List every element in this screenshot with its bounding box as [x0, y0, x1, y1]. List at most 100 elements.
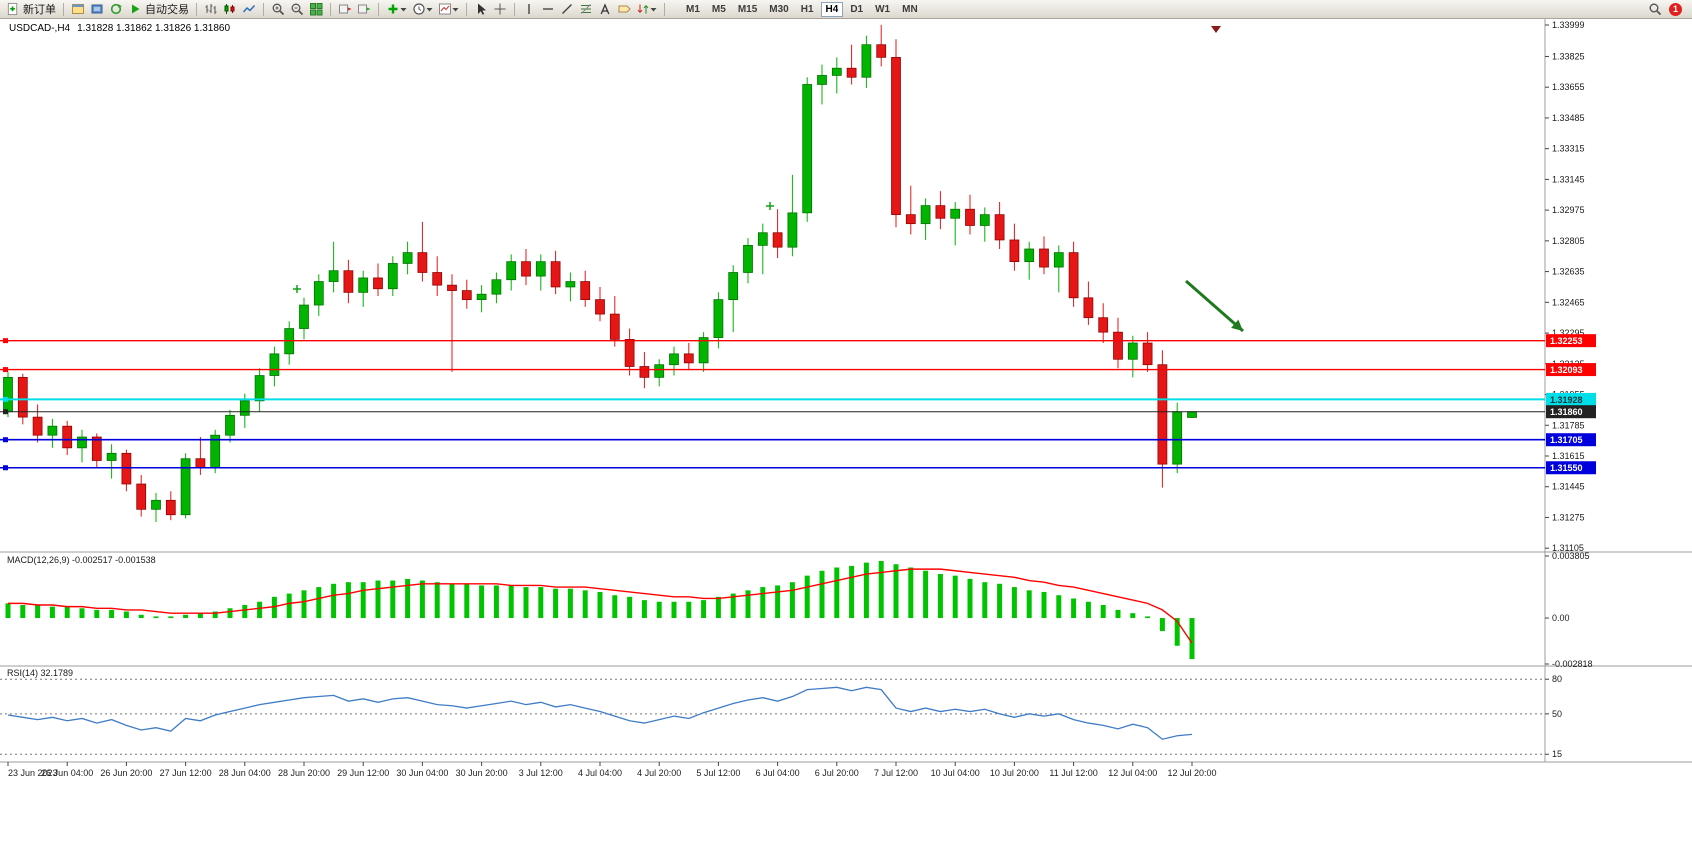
macd-bar	[686, 601, 692, 619]
new-order-button[interactable]: 新订单	[4, 1, 58, 18]
candlestick-chart-button[interactable]	[221, 1, 239, 18]
macd-bar	[197, 613, 203, 619]
svg-text:4 Jul 20:00: 4 Jul 20:00	[637, 768, 681, 778]
macd-bar	[1174, 618, 1180, 646]
line-handle[interactable]	[3, 437, 8, 443]
macd-bar	[434, 582, 440, 619]
new-chart-button[interactable]	[69, 1, 87, 18]
candle	[728, 265, 739, 333]
svg-text:1.31105: 1.31105	[1552, 543, 1584, 553]
macd-bar	[745, 590, 751, 619]
timeframe-button-m15[interactable]: M15	[737, 3, 758, 15]
auto-trading-button[interactable]: 自动交易	[126, 1, 191, 18]
notification-badge[interactable]: 1	[1669, 2, 1682, 16]
line-handle[interactable]	[3, 396, 8, 402]
candle	[210, 429, 221, 474]
timeframe-button-h1[interactable]: H1	[800, 3, 814, 15]
new-order-label: 新订单	[23, 4, 56, 16]
horizontal-line-object[interactable]: 1.32093	[0, 363, 1596, 377]
macd-bar	[582, 590, 588, 619]
refresh-button[interactable]	[107, 1, 125, 18]
search-icon[interactable]	[1648, 2, 1662, 16]
timeframe-button-w1[interactable]: W1	[875, 3, 891, 15]
auto-scroll-button[interactable]	[355, 1, 373, 18]
timeframe-button-h4[interactable]: H4	[820, 1, 844, 17]
horizontal-line-object[interactable]: 1.31928	[0, 392, 1596, 406]
bar-chart-button[interactable]	[202, 1, 220, 18]
candle	[358, 270, 369, 307]
price-tag	[1546, 392, 1596, 406]
candle-series	[3, 24, 1197, 522]
plus-marker[interactable]	[766, 202, 774, 210]
candle	[654, 359, 665, 387]
candle	[876, 24, 887, 67]
svg-text:0.00: 0.00	[1552, 613, 1570, 623]
indicators-button[interactable]	[384, 1, 409, 18]
cursor-icon	[478, 3, 486, 15]
tile-windows-button[interactable]	[307, 1, 325, 18]
horizontal-line-object[interactable]: 1.31550	[0, 461, 1596, 475]
svg-text:12 Jul 04:00: 12 Jul 04:00	[1108, 768, 1157, 778]
price-tag-label: 1.32093	[1550, 365, 1583, 375]
macd-bar	[730, 593, 736, 619]
chart-shift-button[interactable]	[336, 1, 354, 18]
timeframe-button-d1[interactable]: D1	[850, 3, 864, 15]
down-arrow-marker[interactable]	[1211, 26, 1221, 33]
line-chart-button[interactable]	[240, 1, 258, 18]
candle	[698, 332, 709, 372]
price-tag-label: 1.31860	[1550, 407, 1583, 417]
svg-text:1.32295: 1.32295	[1552, 328, 1585, 338]
candlestick-chart-icon	[224, 4, 235, 14]
candle	[772, 209, 783, 259]
zoom-out-button[interactable]	[288, 1, 306, 18]
timeframe-button-m1[interactable]: M1	[686, 3, 700, 15]
horizontal-line-object[interactable]: 1.32253	[0, 334, 1596, 348]
fibonacci-tool-button[interactable]	[577, 1, 595, 18]
svg-text:10 Jul 20:00: 10 Jul 20:00	[990, 768, 1039, 778]
line-handle[interactable]	[3, 465, 8, 471]
arrows-tool-button[interactable]	[634, 1, 659, 18]
timeframe-button-m30[interactable]: M30	[769, 3, 789, 15]
text-tool-button[interactable]	[596, 1, 614, 18]
macd-bar	[64, 606, 70, 619]
new-chart-icon	[72, 4, 84, 14]
macd-bar	[242, 605, 248, 619]
svg-text:1.31445: 1.31445	[1552, 482, 1585, 492]
timeframe-button-m5[interactable]: M5	[711, 3, 726, 15]
horizontal-line-tool-button[interactable]	[539, 1, 557, 18]
periods-dropdown-icon	[426, 8, 433, 12]
candle	[743, 238, 753, 284]
toolbar: 新订单 自动交易	[0, 0, 1692, 19]
line-handle[interactable]	[3, 367, 8, 373]
macd-bar	[390, 580, 396, 619]
cursor-button[interactable]	[472, 1, 490, 18]
horizontal-line-object[interactable]: 1.31860	[0, 405, 1596, 419]
trendline-tool-button[interactable]	[558, 1, 576, 18]
candle	[343, 259, 354, 304]
candle	[1098, 303, 1109, 344]
line-handle[interactable]	[3, 338, 8, 344]
indicators-dropdown-icon	[400, 8, 407, 12]
svg-text:28 Jun 20:00: 28 Jun 20:00	[278, 768, 330, 778]
macd-bar	[553, 588, 559, 619]
zoom-in-button[interactable]	[269, 1, 287, 18]
trend-arrow-annotation[interactable]	[1185, 279, 1244, 333]
macd-bar	[923, 570, 929, 619]
vertical-line-tool-button[interactable]	[520, 1, 538, 18]
svg-text:28 Jun 04:00: 28 Jun 04:00	[219, 768, 271, 778]
candle	[580, 270, 591, 307]
toolbar-separator	[378, 2, 379, 16]
plus-marker[interactable]	[293, 285, 301, 293]
horizontal-line-object[interactable]: 1.31705	[0, 433, 1596, 447]
line-handle[interactable]	[3, 409, 8, 415]
periods-button[interactable]	[410, 1, 435, 18]
text-label-tool-button[interactable]	[615, 1, 633, 18]
candle	[1039, 236, 1049, 275]
timeframe-button-mn[interactable]: MN	[902, 3, 918, 15]
price-tag-label: 1.31928	[1550, 395, 1583, 405]
profiles-button[interactable]	[88, 1, 106, 18]
crosshair-button[interactable]	[491, 1, 509, 18]
macd-bar	[375, 580, 381, 619]
templates-button[interactable]	[436, 1, 461, 18]
